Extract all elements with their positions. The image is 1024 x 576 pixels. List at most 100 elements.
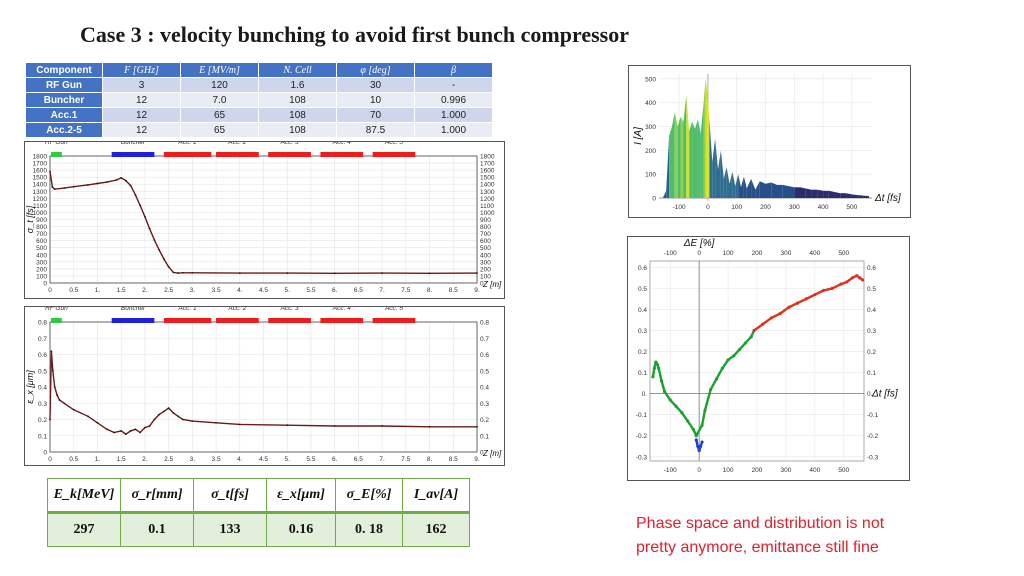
current-area-slice	[863, 195, 870, 198]
current-area-slice	[771, 182, 777, 198]
current-area-slice	[805, 188, 812, 198]
current-area-slice	[846, 193, 852, 198]
data-point	[87, 415, 89, 418]
current-area-slice	[686, 95, 690, 198]
x-tick-label: 0	[48, 287, 52, 294]
table-cell: 65	[180, 122, 259, 138]
x-tick-label: 500	[846, 204, 857, 211]
y-tick-label: 1300	[480, 189, 495, 196]
table-cell: 108	[258, 122, 337, 138]
summary-value-cell: 133	[193, 512, 267, 547]
y-tick-label: 0.6	[480, 352, 489, 359]
row-label: Acc.1	[26, 107, 103, 123]
data-point	[162, 410, 165, 413]
y-tick-label: 0.6	[638, 265, 647, 272]
data-point	[694, 438, 698, 442]
data-point	[333, 272, 336, 275]
data-point	[139, 431, 142, 434]
x-tick-label: -100	[664, 467, 677, 474]
current-area-slice	[700, 102, 704, 198]
observation-note: Phase space and distribution is not pret…	[636, 512, 884, 560]
y-tick-label: 0.2	[38, 417, 47, 424]
x-tick-label: 400	[809, 467, 820, 474]
y-tick-label: 0.	[867, 391, 873, 398]
x-tick-label: 2.5	[164, 456, 173, 463]
data-point	[787, 305, 791, 309]
data-point	[709, 387, 713, 392]
data-point	[651, 375, 655, 379]
summary-header-cell: σ_E[%]	[335, 478, 403, 514]
y-tick-label: -0.1	[636, 412, 648, 419]
x-axis-label: Z [m]	[482, 280, 502, 289]
data-point	[134, 428, 137, 431]
component-label: Buncher	[121, 142, 146, 146]
data-point	[381, 272, 384, 275]
x-tick-label: 2.	[142, 287, 148, 294]
header-cell: β	[414, 63, 493, 78]
data-point	[696, 444, 700, 448]
x-tick-label: 100	[723, 467, 734, 474]
table-row: Acc.2-5 12 65 108 87.5 1.000	[26, 122, 493, 138]
x-tick-label: 400	[818, 204, 829, 211]
x-tick-label: 8.	[427, 456, 433, 463]
current-area-slice	[703, 78, 706, 198]
x-tick-label: 4.5	[259, 456, 268, 463]
table-cell: 3	[102, 77, 181, 93]
y-tick-label: 0.6	[38, 352, 47, 359]
data-point	[778, 312, 782, 316]
current-area-slice	[828, 190, 835, 198]
data-point	[726, 358, 730, 362]
data-point	[56, 394, 59, 397]
current-area-slice	[707, 90, 710, 198]
table-cell: 0.996	[414, 92, 493, 108]
x-tick-label: 2.	[142, 456, 148, 463]
data-point	[839, 282, 843, 286]
phase-space-chart: -0.3 -0.3 -0.2 -0.2 -0.1 -0.1 0. 0. 0.1 0.1 0.2 0.2…	[636, 238, 898, 474]
y-tick-label: 300	[36, 259, 47, 266]
current-area-slice	[840, 193, 847, 198]
current-area-slice	[743, 176, 747, 198]
component-label: Acc. 1	[178, 142, 197, 146]
data-point	[51, 186, 54, 188]
component-bar	[163, 318, 212, 323]
y-tick-label: -0.2	[867, 433, 879, 440]
x-tick-label: 1.5	[117, 287, 126, 294]
y-tick-label: 0	[480, 450, 484, 457]
table-cell: 108	[258, 92, 337, 108]
component-label: Acc. 3	[280, 307, 299, 312]
data-point	[720, 366, 724, 370]
current-area-slice	[751, 178, 756, 198]
data-point	[181, 418, 184, 421]
x-tick-label: 7.5	[401, 456, 410, 463]
data-point	[749, 335, 753, 339]
current-area-slice	[680, 116, 684, 198]
component-bar	[372, 152, 416, 157]
y-tick-label: 1800	[480, 154, 495, 161]
table-cell: 65	[180, 107, 259, 123]
series-trace	[752, 274, 864, 332]
y-tick-label: 0.1	[867, 370, 876, 377]
current-area-slice	[794, 187, 800, 198]
data-point	[153, 418, 156, 421]
y-tick-label: 0	[480, 281, 484, 288]
table-cell: 1.6	[258, 77, 337, 93]
table-cell: -	[414, 77, 493, 93]
x-tick-label: 5.5	[306, 287, 315, 294]
data-point	[752, 328, 756, 333]
data-point	[115, 179, 118, 181]
row-label: RF Gun	[26, 77, 103, 93]
current-area-slice	[718, 150, 721, 198]
x-tick-label: 300	[780, 467, 791, 474]
component-bar	[216, 318, 259, 323]
x-tick-label: 2.5	[164, 287, 173, 294]
y-tick-label: 1200	[33, 196, 48, 203]
data-point	[381, 425, 384, 427]
component-label: Acc. 4	[332, 307, 351, 312]
y-tick-label: 600	[480, 238, 491, 245]
current-area-slice	[741, 176, 744, 198]
table-cell: 12	[102, 122, 181, 138]
current-area-slice	[689, 121, 693, 198]
x-tick-label: 0	[48, 456, 52, 463]
y-axis-label: I [A]	[633, 127, 644, 145]
y-tick-label: 800	[480, 224, 491, 231]
